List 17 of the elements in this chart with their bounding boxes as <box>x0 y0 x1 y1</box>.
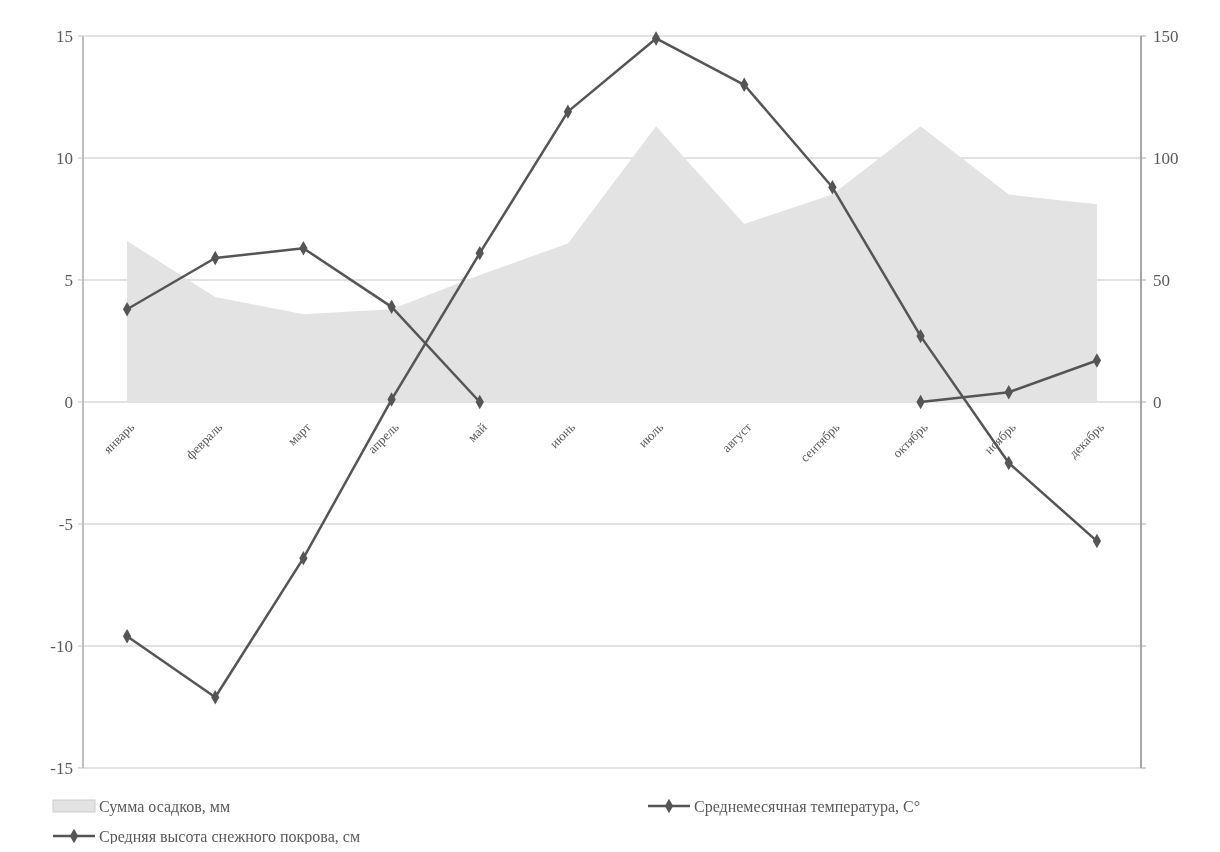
y-tick-label: 10 <box>56 148 73 168</box>
y-tick-label: -15 <box>50 758 73 778</box>
x-tick-label: июль <box>635 419 667 451</box>
y2-tick-label: 150 <box>1153 26 1179 46</box>
y2-tick-label: 50 <box>1153 270 1170 290</box>
y-tick-label: 15 <box>56 26 73 46</box>
y2-tick-label: 0 <box>1153 392 1162 412</box>
legend-label: Средняя высота снежного покрова, см <box>99 827 361 846</box>
y-tick-label: -10 <box>50 636 73 656</box>
y-tick-label: -5 <box>58 514 73 534</box>
x-tick-label: май <box>464 419 490 445</box>
legend-label: Сумма осадков, мм <box>99 797 231 816</box>
y-tick-label: 5 <box>64 270 73 290</box>
y2-tick-label: 100 <box>1153 148 1179 168</box>
legend-label: Среднемесячная температура, С° <box>694 797 921 816</box>
y-tick-label: 0 <box>64 392 73 412</box>
x-tick-label: март <box>284 419 314 449</box>
